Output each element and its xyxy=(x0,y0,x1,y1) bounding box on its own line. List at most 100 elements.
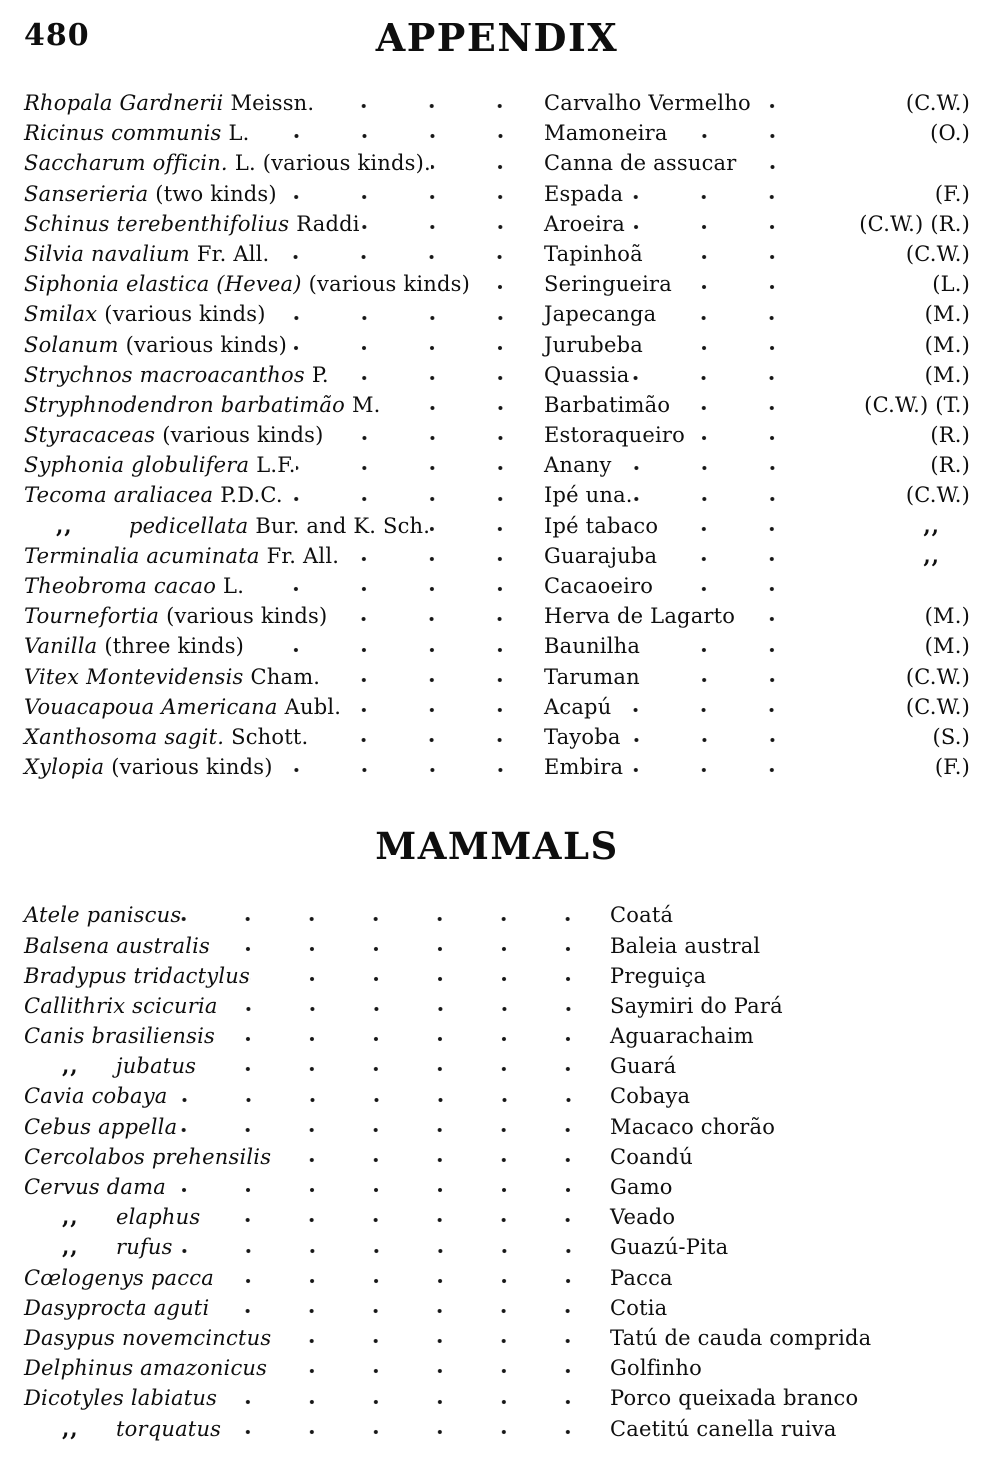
common-name: Canna de assucar xyxy=(544,151,737,176)
source-abbrev-cell: (C.W.) xyxy=(816,692,970,722)
source-abbrev: (M.) xyxy=(924,634,970,659)
common-name-cell: Acapú xyxy=(544,691,816,722)
common-name-cell: Cacaoeiro xyxy=(544,571,816,602)
table-row: Syphonia globulifera L.F. Anany (R.) xyxy=(24,450,970,481)
table-row: Dasypus novemcinctus Tatú de cauda compr… xyxy=(24,1322,970,1354)
latin-name-cell: Tecoma araliacea P.D.C. xyxy=(24,480,544,511)
dot-leader xyxy=(750,88,816,119)
dot-leader xyxy=(620,721,816,753)
dot-leader xyxy=(272,752,544,783)
table-row: Callithrix scicuria Saymiri do Pará xyxy=(24,990,970,1022)
common-name-cell: Taruman xyxy=(544,661,816,692)
common-name-cell: Coandú xyxy=(610,1142,970,1172)
dot-leader xyxy=(339,540,544,572)
dot-leader xyxy=(640,631,816,662)
source-abbrev: (C.W.) xyxy=(905,694,970,719)
dot-leader xyxy=(430,148,544,179)
table-row: Xanthosoma sagit. Schott. Tayoba (S.) xyxy=(24,721,970,753)
common-name: Saymiri do Pará xyxy=(610,993,783,1018)
common-name: Mamoneira xyxy=(544,121,668,146)
latin-name-cell: ,, jubatus xyxy=(24,1051,610,1082)
source-abbrev: (O.) xyxy=(930,121,970,146)
dot-leader xyxy=(167,1081,610,1112)
author-abbrev: (various kinds) xyxy=(111,755,273,780)
author-abbrev: Bur. and K. Sch. xyxy=(255,513,431,538)
latin-name-cell: Dasyprocta aguti xyxy=(24,1292,610,1323)
latin-name-cell: Vanilla (three kinds) xyxy=(24,631,544,662)
latin-name-cell: Cercolabos prehensilis xyxy=(24,1141,610,1173)
common-name: Japecanga xyxy=(544,302,657,327)
source-abbrev-cell: (S.) xyxy=(816,722,970,752)
common-name: Herva de Lagarto xyxy=(544,604,736,629)
author-abbrev: (three kinds) xyxy=(104,634,245,659)
source-abbrev: (M.) xyxy=(924,332,970,357)
dot-leader xyxy=(656,299,816,330)
latin-name: Vanilla xyxy=(24,634,98,659)
common-name-cell: Coatá xyxy=(610,900,970,930)
common-name: Macaco chorão xyxy=(610,1114,776,1139)
source-abbrev: (C.W.) (T.) xyxy=(864,392,970,417)
common-name: Coatá xyxy=(610,903,674,928)
plants-list: Rhopala Gardnerii Meissn. Carvalho Vermel… xyxy=(24,88,970,783)
latin-name-cell: ,, pedicellata Bur. and K. Sch. xyxy=(24,510,544,541)
latin-name: Balsena australis xyxy=(24,933,211,958)
table-row: Delphinus amazonicus Golfinho xyxy=(24,1353,970,1384)
common-name: Tapinhoã xyxy=(544,241,643,266)
source-abbrev: (M.) xyxy=(924,604,970,629)
source-abbrev-cell: (C.W.) xyxy=(816,88,970,118)
common-name: Veado xyxy=(610,1205,676,1230)
latin-name: Rhopala Gardnerii xyxy=(24,91,224,115)
table-row: Bradypus tridactylus Preguiça xyxy=(24,960,970,991)
dot-leader xyxy=(653,571,816,602)
common-name: Tayoba xyxy=(544,724,621,749)
dot-leader xyxy=(671,269,816,300)
latin-name-cell: Balsena australis xyxy=(24,930,610,961)
common-name: Cacaoeiro xyxy=(544,574,654,598)
dot-leader xyxy=(642,329,816,360)
table-row: Silvia navalium Fr. All. Tapinhoã (C.W.) xyxy=(24,238,970,270)
latin-name-cell: Atele paniscus xyxy=(24,900,610,931)
table-row: Schinus terebenthifolius Raddi Aroeira (C… xyxy=(24,208,970,239)
dot-leader xyxy=(213,1262,610,1293)
common-name: Ipé una. xyxy=(544,483,633,508)
common-name-cell: Golfinho xyxy=(610,1353,970,1383)
source-abbrev: (M.) xyxy=(924,362,970,387)
dot-leader xyxy=(200,1202,610,1233)
common-name: Espada xyxy=(544,181,624,206)
source-abbrev-cell: (O.) xyxy=(816,118,970,148)
source-abbrev-cell: (M.) xyxy=(816,631,970,661)
latin-name: torquatus xyxy=(116,1416,222,1441)
common-name-cell: Aroeira xyxy=(544,208,816,239)
source-abbrev-cell: (C.W.) xyxy=(816,239,970,269)
table-row: Sanserieria (two kinds) Espada (F.) xyxy=(24,178,970,209)
common-name: Anany xyxy=(544,453,612,478)
source-abbrev-cell: (C.W.) (R.) xyxy=(816,209,970,239)
latin-name: Cercolabos prehensilis xyxy=(24,1144,272,1169)
source-abbrev-cell: ,, xyxy=(816,541,970,571)
common-name-cell: Barbatimão xyxy=(544,389,816,421)
source-abbrev-cell: (C.W.) xyxy=(816,480,970,510)
author-abbrev: Aubl. xyxy=(284,694,342,719)
latin-name: Tecoma araliacea xyxy=(24,483,214,508)
latin-name: Callithrix scicuria xyxy=(24,993,218,1018)
latin-name-cell: Cavia cobaya xyxy=(24,1081,610,1112)
dot-leader xyxy=(320,661,544,692)
author-abbrev: Raddi xyxy=(296,211,360,236)
latin-name-cell: Rhopala Gardnerii Meissn. xyxy=(24,88,544,119)
dot-leader xyxy=(328,359,544,390)
common-name-cell: Guazú-Pita xyxy=(610,1232,970,1262)
table-row: ,, jubatus Guará xyxy=(24,1051,970,1082)
dot-leader xyxy=(276,178,544,209)
common-name-cell: Pacca xyxy=(610,1263,970,1293)
common-name-cell: Tayoba xyxy=(544,721,816,753)
table-row: Balsena australis Baleia austral xyxy=(24,930,970,961)
latin-name-cell: Cervus dama xyxy=(24,1172,610,1203)
author-abbrev: Fr. All. xyxy=(196,241,270,266)
dot-leader xyxy=(657,540,816,572)
latin-name: Dicotyles labiatus xyxy=(24,1386,218,1411)
common-name-cell: Porco queixada branco xyxy=(610,1383,970,1413)
latin-name-cell: Dasypus novemcinctus xyxy=(24,1322,610,1354)
author-abbrev: (various kinds) xyxy=(166,604,328,629)
latin-name: Cervus dama xyxy=(24,1175,166,1199)
table-row: ,, pedicellata Bur. and K. Sch. Ipé tabaco… xyxy=(24,510,970,541)
